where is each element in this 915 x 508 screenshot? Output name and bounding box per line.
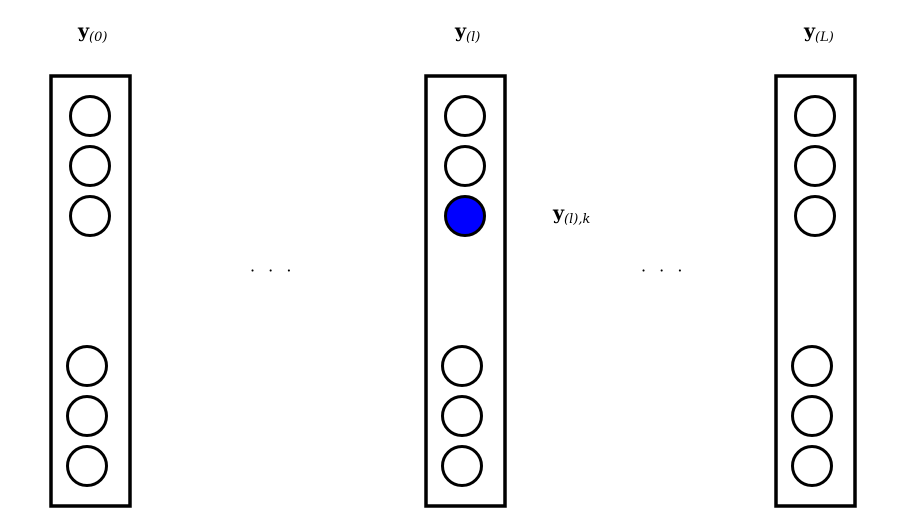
layer-l-neuron-1 — [444, 95, 486, 137]
layer-l-label-subscript: (l) — [466, 30, 480, 45]
layer-L-neuron-3 — [794, 195, 836, 237]
layer-L-neuron-2 — [794, 145, 836, 187]
layer-0-box — [49, 74, 132, 508]
layer-L: y(L) — [774, 20, 857, 508]
highlighted-neuron-subscript: (l),k — [564, 212, 590, 227]
layer-l-neuron-k-highlighted — [444, 195, 486, 237]
layer-0-label-symbol: y — [77, 20, 90, 42]
layer-L-neuron-5 — [791, 395, 833, 437]
highlighted-neuron-symbol: y — [552, 202, 565, 224]
layer-l-neuron-5 — [441, 395, 483, 437]
highlighted-neuron-label: y(l),k — [552, 202, 590, 227]
layer-l-neuron-4 — [441, 345, 483, 387]
layer-0-neuron-1 — [69, 95, 111, 137]
layer-L-box — [774, 74, 857, 508]
layer-L-label-subscript: (L) — [815, 30, 834, 45]
layer-l-neuron-2 — [444, 145, 486, 187]
layer-L-neuron-4 — [791, 345, 833, 387]
layer-0-neuron-2 — [69, 145, 111, 187]
layer-l-box — [424, 74, 507, 508]
layer-l-neuron-6 — [441, 445, 483, 487]
svg-text:y(l): y(l) — [454, 20, 480, 45]
ellipsis-1: · · · — [250, 261, 295, 280]
ellipsis-2: · · · — [641, 261, 686, 280]
layer-0-label-subscript: (0) — [89, 30, 107, 45]
layer-0: y(0) — [49, 20, 132, 508]
layer-L-neuron-6 — [791, 445, 833, 487]
svg-text:y(L): y(L) — [803, 20, 834, 45]
layer-0-neuron-5 — [66, 395, 108, 437]
layer-0-neuron-3 — [69, 195, 111, 237]
layer-l-label-symbol: y — [454, 20, 467, 42]
layer-l: y(l) — [424, 20, 507, 508]
layer-L-neuron-1 — [794, 95, 836, 137]
svg-text:y(0): y(0) — [77, 20, 107, 45]
layer-0-neuron-4 — [66, 345, 108, 387]
layer-0-neuron-6 — [66, 445, 108, 487]
layer-L-label-symbol: y — [803, 20, 816, 42]
